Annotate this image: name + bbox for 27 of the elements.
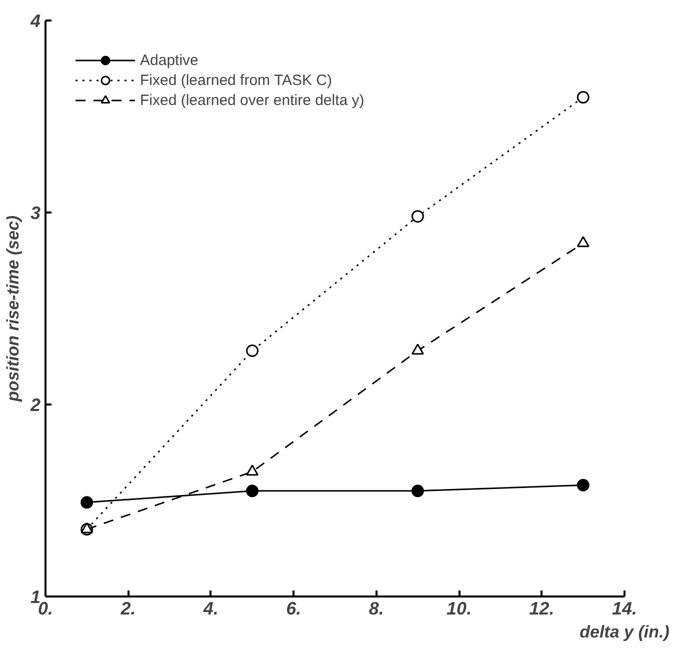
point	[576, 91, 590, 104]
y-tick-label: 4	[29, 11, 41, 31]
x-tick-label: 0.	[38, 598, 54, 618]
point	[246, 484, 259, 498]
point	[411, 210, 424, 223]
y-axis-title: position rise-time (sec)	[3, 215, 22, 403]
x-tick-label: 2.	[120, 598, 136, 618]
x-tick-label: 8.	[368, 598, 384, 618]
x-axis-title: delta y (in.)	[580, 622, 670, 642]
x-tick-label: 6.	[286, 598, 302, 618]
y-tick-label: 2	[29, 395, 41, 415]
point	[246, 344, 259, 357]
legend-label: Fixed (learned from TASK C)	[140, 72, 332, 88]
x-tick-label: 4.	[202, 598, 218, 618]
point	[411, 484, 424, 498]
legend-label: Adaptive	[140, 52, 198, 68]
point	[411, 344, 424, 355]
x-tick-label: 14.	[612, 598, 638, 618]
legend-label: Fixed (learned over entire delta y)	[140, 92, 364, 108]
point	[80, 496, 94, 509]
y-tick-label: 3	[30, 203, 41, 223]
point	[246, 464, 259, 476]
point	[80, 522, 94, 534]
x-tick-label: 10.	[446, 598, 472, 618]
point	[576, 478, 590, 492]
point	[576, 236, 590, 248]
x-tick-label: 12.	[529, 598, 554, 618]
